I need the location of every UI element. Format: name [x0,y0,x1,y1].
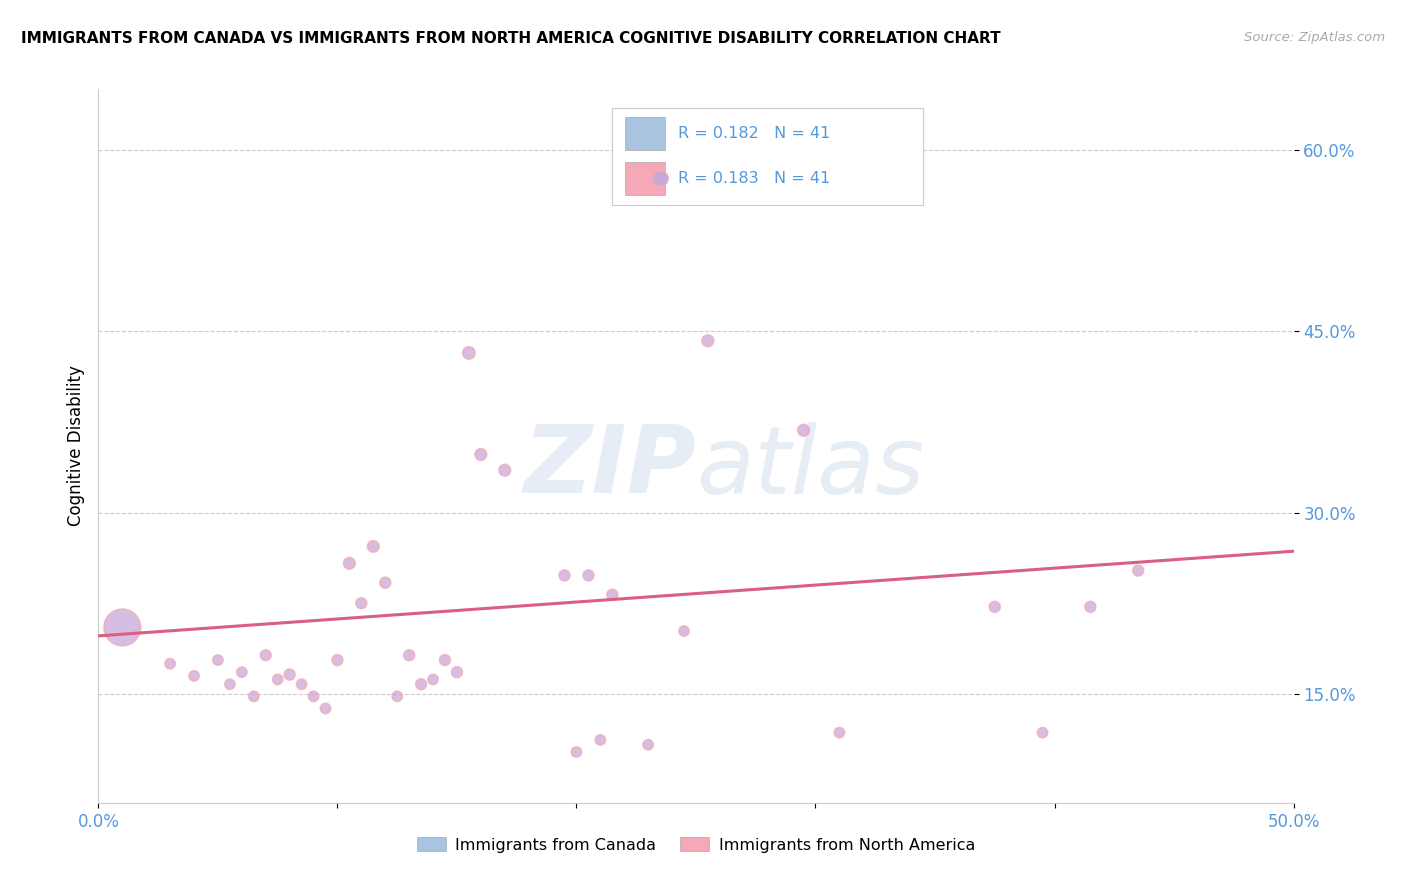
Point [697,334,720,348]
Text: Source: ZipAtlas.com: Source: ZipAtlas.com [1244,31,1385,45]
Point [254,648,277,663]
Point [793,423,815,437]
Point [602,588,624,602]
Point [278,667,301,681]
Point [363,540,385,554]
Point [565,745,588,759]
Point [219,677,242,691]
Point [589,732,612,747]
Point [828,725,851,739]
Point [291,677,314,691]
Point [494,463,516,477]
Point [111,620,134,634]
Point [1032,725,1054,739]
Point [302,690,325,704]
Point [385,690,409,704]
Legend: Immigrants from Canada, Immigrants from North America: Immigrants from Canada, Immigrants from … [411,830,981,859]
Text: IMMIGRANTS FROM CANADA VS IMMIGRANTS FROM NORTH AMERICA COGNITIVE DISABILITY COR: IMMIGRANTS FROM CANADA VS IMMIGRANTS FRO… [21,31,1001,46]
Point [159,657,181,671]
Point [422,673,444,687]
Point [350,596,373,610]
Point [637,738,659,752]
Point [243,690,266,704]
Text: atlas: atlas [696,422,924,513]
Point [374,575,396,590]
Point [1080,599,1102,614]
Point [411,677,433,691]
Text: ZIP: ZIP [523,421,696,514]
Point [1128,564,1150,578]
Point [984,599,1007,614]
Point [673,624,696,638]
Point [231,665,253,680]
Point [315,701,337,715]
Point [578,568,600,582]
Point [326,653,349,667]
Point [458,346,481,360]
Point [183,669,205,683]
Point [470,447,492,461]
Point [446,665,468,680]
Point [434,653,457,667]
Point [267,673,290,687]
Y-axis label: Cognitive Disability: Cognitive Disability [66,366,84,526]
Point [398,648,420,663]
Point [207,653,229,667]
Point [554,568,576,582]
Point [339,557,361,571]
